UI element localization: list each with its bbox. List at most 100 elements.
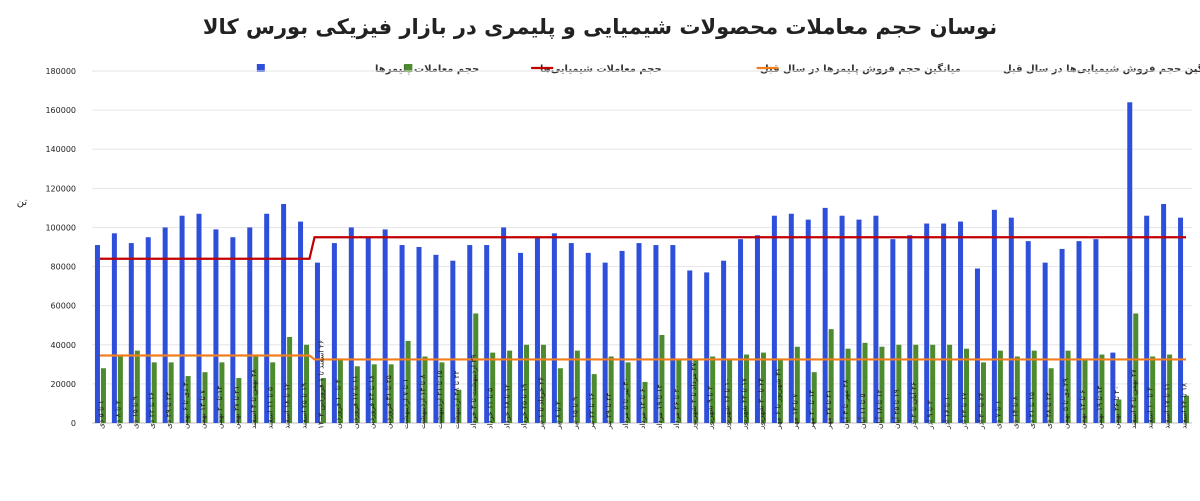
bar-polymers [585,252,591,423]
bar-chemicals [1150,356,1156,423]
bar-chemicals [202,372,208,423]
bar-polymers [314,262,320,423]
bar-chemicals [185,376,191,423]
bar-polymers [653,245,659,423]
bar-chemicals [777,360,783,423]
bar-chemicals [591,374,597,423]
bar-chemicals [473,313,479,423]
bar-polymers [1059,248,1065,423]
bar-polymers [856,219,862,423]
bar-polymers [247,227,253,423]
x-tick-label: ۲ تا ۸ دی [113,400,122,429]
bar-polymers [687,270,693,423]
bar-polymers [551,233,557,423]
legend: حجم معاملات پلیمرها حجم معاملات شیمیایی‌ه… [256,62,1200,75]
legend-label: میانگین حجم فروش پلیمرها در سال قبل [760,62,961,75]
x-tick-label: ۲۸ مهر تا ۴ آبان [840,379,850,429]
bar-polymers [433,254,439,423]
bar-chemicals [1048,368,1054,423]
bar-chemicals [608,356,614,423]
bar-chemicals [134,350,140,423]
y-tick-label: 60000 [51,302,76,311]
bar-chemicals [151,362,157,423]
x-tick-label: ۱۵ تا ۲۱ اردیبهشت [435,370,444,429]
bar-polymers [738,239,744,423]
y-tick-label: 140000 [45,145,76,154]
bar-polymers [873,215,879,423]
bar-chemicals [1065,350,1071,423]
bar-chemicals [287,336,293,423]
x-tick-label: ۶ تا ۱۲ مرداد [638,388,647,429]
bars [94,102,1190,424]
x-tick-label: ۲۳ تا ۲۹ تیر [604,393,613,430]
bar-chemicals [693,360,699,423]
bar-chemicals [219,362,225,423]
bar-chemicals [659,335,665,423]
bar-polymers [754,235,760,423]
bar-chemicals [270,362,276,423]
bar-polymers [958,221,964,423]
x-tick-label: ۶ تا ۱۲ بهمن [1078,390,1087,429]
bar-polymers [1161,203,1167,423]
y-axis-label: تن [17,197,28,208]
x-tick-label: ۳۰ تیر تا ۵ مرداد [621,378,630,429]
bar-chemicals [760,352,766,423]
x-tick-label: ۵ تا ۱۱ آبان [857,393,867,429]
bar-chemicals [845,348,851,423]
bar-chemicals [930,344,936,423]
x-tick-label: ۱۱ تا ۱۷ فروردین [350,375,359,429]
bar-polymers [890,239,896,423]
bar-chemicals [1116,399,1122,423]
bar-chemicals [710,356,716,423]
legend-swatch-polymers [256,64,265,72]
bar-polymers [670,245,676,423]
x-tick-label: ۲۲ تا ۲۸ اردیبهشت [452,370,461,429]
y-tick-label: 100000 [45,223,76,232]
bar-chemicals [540,344,546,423]
bar-chemicals [1099,354,1105,423]
y-tick-label: 160000 [45,106,76,115]
x-tick-label: ۲۷ بهمن تا ۳ اسفند [1129,369,1138,429]
bar-polymers [1008,217,1014,423]
bar-polymers [365,237,371,423]
bar-polymers [907,235,913,423]
bar-chemicals [337,358,343,423]
x-tick-label: ۹ تا ۱۵ تیر [570,397,579,430]
bar-polymers [196,213,202,423]
bar-chemicals [168,362,174,423]
x-tick-label: ۱۳ تا ۱۹ بهمن [1095,386,1104,429]
bar-chemicals [980,362,986,423]
x-tick-label: ۱۲ تا ۱۸ خرداد [503,384,512,429]
x-tick-label: ۲۶ خرداد تا ۱ تیر [536,377,545,430]
x-tick-label: ۸ تا ۱۴ دی [1010,396,1019,429]
x-tick-label: ۲۱ تا ۲۷ مهر [824,390,833,430]
x-tick-label: ۸ تا ۱۴ اردیبهشت [418,374,427,429]
average-lines [100,236,1186,361]
bar-chemicals [1184,395,1190,423]
bar-polymers [281,203,287,423]
x-tick-label: ۱۹ تا ۲۵ اسفند [300,383,309,429]
x-tick-label: ۱ تا ۷ دی [993,400,1002,429]
bar-chemicals [100,368,106,423]
x-tick-label: ۴ تا ۱۰ اسفند [1146,387,1155,429]
x-tick-label: ۱۷ تا ۲۳ آذر [959,392,969,430]
bar-polymers [179,215,185,423]
x-tick-label: ۴ تا ۱۰ فروردین [333,379,342,429]
y-tick-label: 120000 [45,184,76,193]
x-tick-label: ۱۷ تا ۲۳ شهریور [740,378,749,430]
x-tick-label: ۲۶ اسفند تا ۱ فروردین ۱۴۰۳ [316,340,325,429]
x-tick-label: ۱۰ تا ۱۶ آذر [942,392,952,430]
x-tick-label: ۱۹ تا ۲۵ خرداد [520,384,529,429]
bar-polymers [974,268,980,423]
bar-polymers [619,250,625,423]
bar-chemicals [1167,354,1173,423]
bar-chemicals [320,378,326,423]
bar-chemicals [524,344,530,423]
bar-polymers [213,229,219,423]
x-tick-label: ۲۴ تا ۳۰ آذر [975,392,985,430]
x-tick-label: ۲۸ بهمن تا ۴ اسفند [249,369,258,429]
bar-polymers [298,221,304,423]
bar-chemicals [574,350,580,423]
x-tick-label: ۲۶ آبان تا ۲ آذر [908,382,918,430]
